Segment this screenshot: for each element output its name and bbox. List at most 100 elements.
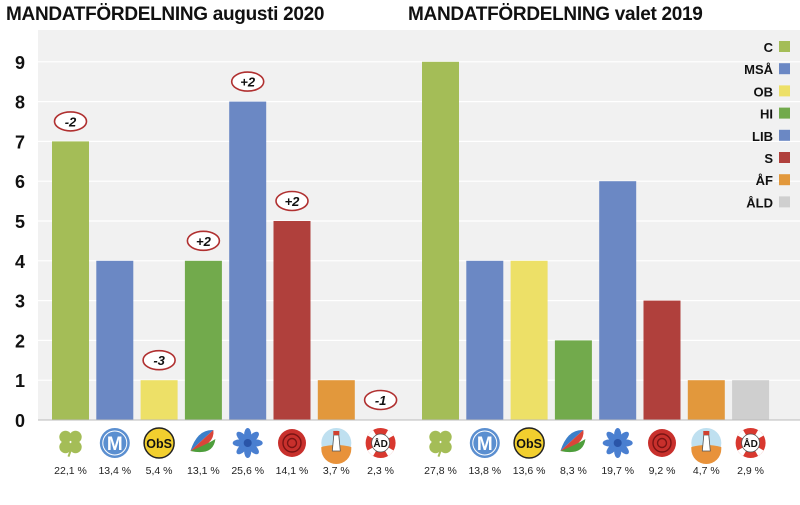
change-badge-ellipse xyxy=(363,389,398,411)
msa-logo-icon: M xyxy=(99,428,130,458)
change-badge-ellipse xyxy=(230,71,265,92)
change-badge-ellipse xyxy=(275,190,309,212)
svg-text:ObS: ObS xyxy=(146,437,172,451)
chart2020-bar-LIB xyxy=(229,101,267,420)
y-tick-label: 8 xyxy=(15,93,25,113)
chart2019-bar-LIB xyxy=(599,181,637,420)
y-tick-label: 4 xyxy=(15,252,25,272)
y-tick-label: 7 xyxy=(15,132,25,152)
svg-text:ÅD: ÅD xyxy=(743,437,757,450)
cornflower-logo-icon xyxy=(602,428,633,458)
legend-swatch xyxy=(779,196,790,208)
rose-logo-icon xyxy=(278,429,306,457)
obs-logo-icon: ObS xyxy=(143,427,175,459)
chart2020-bar-ÅF xyxy=(317,380,355,420)
y-tick-label: 3 xyxy=(15,292,25,312)
chart2020-bar-HI xyxy=(184,260,222,420)
obs-logo-icon: ObS xyxy=(513,427,545,459)
chart2020-percentage-label: 22,1 % xyxy=(54,465,87,477)
change-badge-label: +2 xyxy=(240,75,256,90)
change-badge-label: -2 xyxy=(65,114,77,129)
svg-text:ÅD: ÅD xyxy=(373,437,387,450)
chart-title-2019: MANDATFÖRDELNING valet 2019 xyxy=(408,4,703,25)
y-tick-label: 9 xyxy=(15,53,25,73)
y-tick-label: 2 xyxy=(15,331,25,351)
chart2019-percentage-label: 2,9 % xyxy=(737,465,764,477)
y-tick-label: 6 xyxy=(15,172,25,192)
legend-label: C xyxy=(764,40,774,55)
change-badge: +2 xyxy=(275,190,309,212)
legend-label: OB xyxy=(754,84,774,99)
chart2019-bar-MSÅ xyxy=(466,260,504,420)
chart2020-percentage-label: 2,3 % xyxy=(367,465,394,477)
chart2019-bar-ÅLD xyxy=(732,380,770,420)
change-badge: -3 xyxy=(142,349,176,371)
legend-swatch xyxy=(779,174,790,186)
chart2019-percentage-label: 19,7 % xyxy=(601,465,634,477)
chart2019-percentage-label: 27,8 % xyxy=(424,465,457,477)
chart2020-percentage-label: 13,1 % xyxy=(187,465,220,477)
chart2019-bar-ÅF xyxy=(687,380,725,420)
chart-title-2020: MANDATFÖRDELNING augusti 2020 xyxy=(6,4,325,25)
chart2019-percentage-label: 8,3 % xyxy=(560,465,587,477)
change-badge-ellipse xyxy=(142,349,176,371)
svg-text:M: M xyxy=(477,434,493,455)
chart2020-bar-OB xyxy=(140,380,178,420)
change-badge: -2 xyxy=(53,111,88,132)
legend-swatch xyxy=(779,129,790,141)
y-tick-label: 0 xyxy=(15,411,25,431)
chart2019-percentage-label: 4,7 % xyxy=(693,465,720,477)
rose-logo-icon xyxy=(648,429,676,457)
clover-logo-icon xyxy=(59,430,82,457)
change-badge-label: -1 xyxy=(375,393,387,408)
svg-text:M: M xyxy=(107,434,123,455)
legend-label: MSÅ xyxy=(744,62,774,77)
y-tick-label: 5 xyxy=(15,212,25,232)
cornflower-logo-icon xyxy=(232,428,263,458)
chart2019-percentage-label: 13,6 % xyxy=(513,465,546,477)
change-badge-label: +2 xyxy=(196,234,212,249)
change-badge-label: -3 xyxy=(153,353,165,368)
clover-logo-icon xyxy=(429,430,452,457)
lifebuoy-logo-icon: ÅD xyxy=(365,428,396,458)
change-badge-ellipse xyxy=(53,111,88,132)
chart2019-percentage-label: 13,8 % xyxy=(468,465,501,477)
chart2020-bar-C xyxy=(52,141,89,420)
lighthouse-logo-icon xyxy=(691,428,722,464)
legend-label: S xyxy=(764,151,773,166)
msa-logo-icon: M xyxy=(469,428,500,458)
lifebuoy-logo-icon: ÅD xyxy=(735,428,766,458)
svg-text:ObS: ObS xyxy=(516,437,542,451)
change-badge: +2 xyxy=(230,71,265,92)
chart2020-percentage-label: 25,6 % xyxy=(231,465,264,477)
change-badge: -1 xyxy=(363,389,398,411)
legend-label: LIB xyxy=(752,129,773,144)
change-badge-ellipse xyxy=(186,230,221,252)
legend-swatch xyxy=(779,41,790,52)
legend-swatch xyxy=(779,63,790,75)
wave-logo-icon xyxy=(190,429,216,453)
chart2020-percentage-label: 14,1 % xyxy=(276,465,309,477)
chart2020-bar-MSÅ xyxy=(96,260,134,420)
chart2019-bar-C xyxy=(422,61,459,421)
legend-label: ÅF xyxy=(756,173,773,188)
change-badge: +2 xyxy=(186,230,221,252)
lighthouse-logo-icon xyxy=(321,428,352,464)
chart2020-percentage-label: 5,4 % xyxy=(146,465,173,477)
y-tick-label: 1 xyxy=(15,371,25,391)
chart2019-bar-S xyxy=(643,300,681,420)
chart2019-percentage-label: 9,2 % xyxy=(649,465,676,477)
legend-label: ÅLD xyxy=(746,195,773,210)
change-badge-label: +2 xyxy=(285,194,301,209)
chart2019-bar-OB xyxy=(510,260,548,420)
chart2020-percentage-label: 3,7 % xyxy=(323,465,350,477)
chart2020-percentage-label: 13,4 % xyxy=(98,465,131,477)
legend-swatch xyxy=(779,107,790,119)
wave-logo-icon xyxy=(560,429,586,453)
legend-label: HI xyxy=(760,107,773,122)
chart2019-bar-HI xyxy=(554,340,592,420)
legend-swatch xyxy=(779,152,790,163)
legend-swatch xyxy=(779,85,790,97)
